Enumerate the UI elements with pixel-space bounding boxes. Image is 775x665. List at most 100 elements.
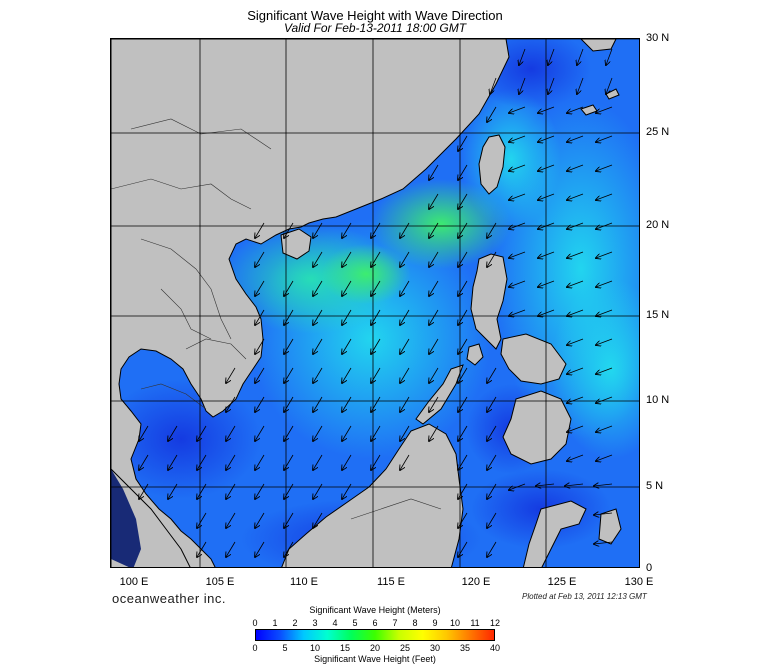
- wave-map: [110, 38, 640, 568]
- land-borneo: [281, 423, 464, 567]
- wave-direction-arrow: [538, 135, 555, 142]
- wave-direction-arrow: [284, 222, 294, 238]
- wave-direction-arrow: [458, 251, 468, 267]
- wave-direction-arrow: [509, 164, 526, 171]
- wave-direction-arrow: [594, 513, 613, 515]
- wave-direction-arrow: [487, 541, 497, 557]
- wave-direction-arrow: [400, 222, 410, 238]
- legend-tick-meters: 10: [449, 618, 461, 628]
- wave-direction-arrow: [567, 367, 584, 374]
- wave-direction-arrow: [400, 425, 410, 441]
- wave-direction-arrow: [197, 425, 207, 441]
- wave-direction-arrow: [487, 512, 497, 528]
- wave-direction-arrow: [519, 77, 526, 94]
- wave-direction-arrow: [458, 396, 468, 412]
- wave-direction-arrow: [458, 309, 468, 325]
- legend-tick-feet: 5: [282, 643, 288, 653]
- wave-direction-arrow: [400, 454, 410, 470]
- land-taiwan: [478, 134, 506, 195]
- wave-direction-arrow: [400, 338, 410, 354]
- wave-direction-arrow: [487, 396, 497, 412]
- lon-label-105e: 105 E: [205, 576, 235, 588]
- wave-direction-arrow: [371, 367, 381, 383]
- wave-direction-arrow: [168, 483, 178, 499]
- light-region-east-taiwan: [461, 89, 561, 229]
- wave-direction-arrow: [596, 106, 613, 113]
- wave-direction-arrow: [284, 338, 294, 354]
- legend-tick-meters: 8: [412, 618, 418, 628]
- wave-direction-arrow: [458, 454, 468, 470]
- chart-title: Significant Wave Height with Wave Direct…: [247, 8, 503, 23]
- wave-direction-arrow: [594, 542, 613, 544]
- wave-direction-arrow: [519, 48, 526, 65]
- wave-direction-arrow: [313, 483, 323, 499]
- wave-direction-arrow: [226, 454, 236, 470]
- wave-direction-arrow: [197, 541, 207, 557]
- wave-direction-arrow: [458, 338, 468, 354]
- lat-label-15n: 15 N: [646, 309, 670, 321]
- wave-direction-arrow: [284, 454, 294, 470]
- legend-title-meters: Significant Wave Height (Meters): [309, 605, 441, 615]
- wave-direction-arrow: [342, 222, 352, 238]
- legend-tick-meters: 1: [272, 618, 278, 628]
- wave-direction-arrow: [255, 222, 265, 238]
- wave-direction-arrow: [342, 367, 352, 383]
- wave-direction-arrow: [487, 106, 497, 122]
- wave-direction-arrow: [538, 193, 555, 200]
- land-asia-mainland: [111, 39, 510, 567]
- wave-direction-arrow: [596, 454, 613, 461]
- wave-direction-arrow: [284, 280, 294, 296]
- wave-direction-arrow: [429, 222, 439, 238]
- lat-label-30n: 30 N: [646, 32, 670, 44]
- land-visayas: [500, 333, 567, 385]
- legend-ticks-meters: 0 1 2 3 4 5 6 7 8 9 10 11 12: [250, 618, 500, 628]
- wave-direction-arrow: [255, 541, 265, 557]
- land-ryukyu-2: [605, 88, 620, 100]
- wave-direction-arrow: [509, 222, 526, 229]
- legend-tick-meters: 9: [432, 618, 438, 628]
- wave-direction-arrow: [342, 338, 352, 354]
- wave-direction-arrow: [400, 396, 410, 412]
- wave-direction-arrow: [509, 280, 526, 287]
- wave-direction-arrow: [139, 454, 149, 470]
- cyan-region-east: [551, 279, 639, 459]
- wave-direction-arrows: [139, 48, 613, 557]
- legend-tick-meters: 6: [372, 618, 378, 628]
- wave-direction-arrow: [458, 483, 468, 499]
- wave-direction-arrow: [197, 454, 207, 470]
- wave-direction-arrow: [313, 512, 323, 528]
- wave-direction-arrow: [606, 48, 613, 65]
- plotted-timestamp: Plotted at Feb 13, 2011 12:13 GMT: [522, 592, 647, 601]
- wave-direction-arrow: [509, 309, 526, 316]
- wave-direction-arrow: [596, 309, 613, 316]
- chart-subtitle: Valid For Feb-13-2011 18:00 GMT: [283, 21, 467, 35]
- wave-direction-arrow: [400, 280, 410, 296]
- lat-label-20n: 20 N: [646, 219, 670, 231]
- wave-direction-arrow: [596, 396, 613, 403]
- wave-direction-arrow: [429, 164, 439, 180]
- wave-direction-arrow: [596, 222, 613, 229]
- wave-direction-arrow: [400, 309, 410, 325]
- wave-direction-arrow: [536, 484, 555, 486]
- wave-direction-arrow: [458, 512, 468, 528]
- wave-direction-arrow: [313, 309, 323, 325]
- wave-direction-arrow: [567, 309, 584, 316]
- wave-direction-arrow: [487, 454, 497, 470]
- wave-direction-arrow: [487, 222, 497, 238]
- wave-direction-arrow: [313, 396, 323, 412]
- wave-direction-arrow: [255, 367, 265, 383]
- lon-label-120e: 120 E: [461, 576, 491, 588]
- land-korea-tip: [580, 39, 617, 52]
- wave-direction-arrow: [458, 367, 468, 383]
- wave-direction-arrow: [371, 251, 381, 267]
- legend-tick-feet: 25: [399, 643, 411, 653]
- legend-tick-feet: 15: [339, 643, 351, 653]
- legend-tick-feet: 10: [309, 643, 321, 653]
- land-palawan: [415, 364, 464, 425]
- wave-direction-arrow: [371, 222, 381, 238]
- wave-direction-arrow: [400, 251, 410, 267]
- wave-direction-arrow: [255, 309, 265, 325]
- wave-direction-arrow: [538, 280, 555, 287]
- graticule: [111, 39, 639, 567]
- wave-direction-arrow: [429, 396, 439, 412]
